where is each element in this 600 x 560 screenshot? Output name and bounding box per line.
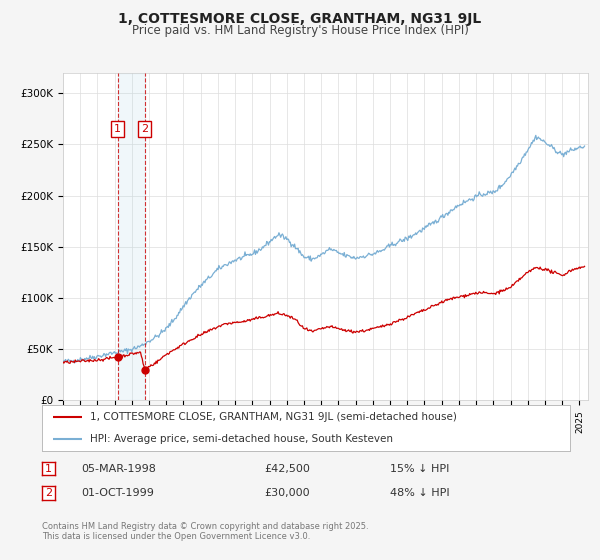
Text: HPI: Average price, semi-detached house, South Kesteven: HPI: Average price, semi-detached house,… <box>89 435 392 444</box>
Bar <box>118 73 145 400</box>
Text: 15% ↓ HPI: 15% ↓ HPI <box>390 464 449 474</box>
Text: 2: 2 <box>45 488 52 498</box>
Text: 05-MAR-1998: 05-MAR-1998 <box>81 464 156 474</box>
Text: 48% ↓ HPI: 48% ↓ HPI <box>390 488 449 498</box>
Text: 1: 1 <box>45 464 52 474</box>
Text: Contains HM Land Registry data © Crown copyright and database right 2025.
This d: Contains HM Land Registry data © Crown c… <box>42 522 368 542</box>
Text: 1, COTTESMORE CLOSE, GRANTHAM, NG31 9JL (semi-detached house): 1, COTTESMORE CLOSE, GRANTHAM, NG31 9JL … <box>89 412 457 422</box>
Text: 1, COTTESMORE CLOSE, GRANTHAM, NG31 9JL: 1, COTTESMORE CLOSE, GRANTHAM, NG31 9JL <box>118 12 482 26</box>
Text: Price paid vs. HM Land Registry's House Price Index (HPI): Price paid vs. HM Land Registry's House … <box>131 24 469 36</box>
Text: £30,000: £30,000 <box>264 488 310 498</box>
Text: 1: 1 <box>114 124 121 134</box>
Text: £42,500: £42,500 <box>264 464 310 474</box>
Text: 01-OCT-1999: 01-OCT-1999 <box>81 488 154 498</box>
Text: 2: 2 <box>141 124 148 134</box>
